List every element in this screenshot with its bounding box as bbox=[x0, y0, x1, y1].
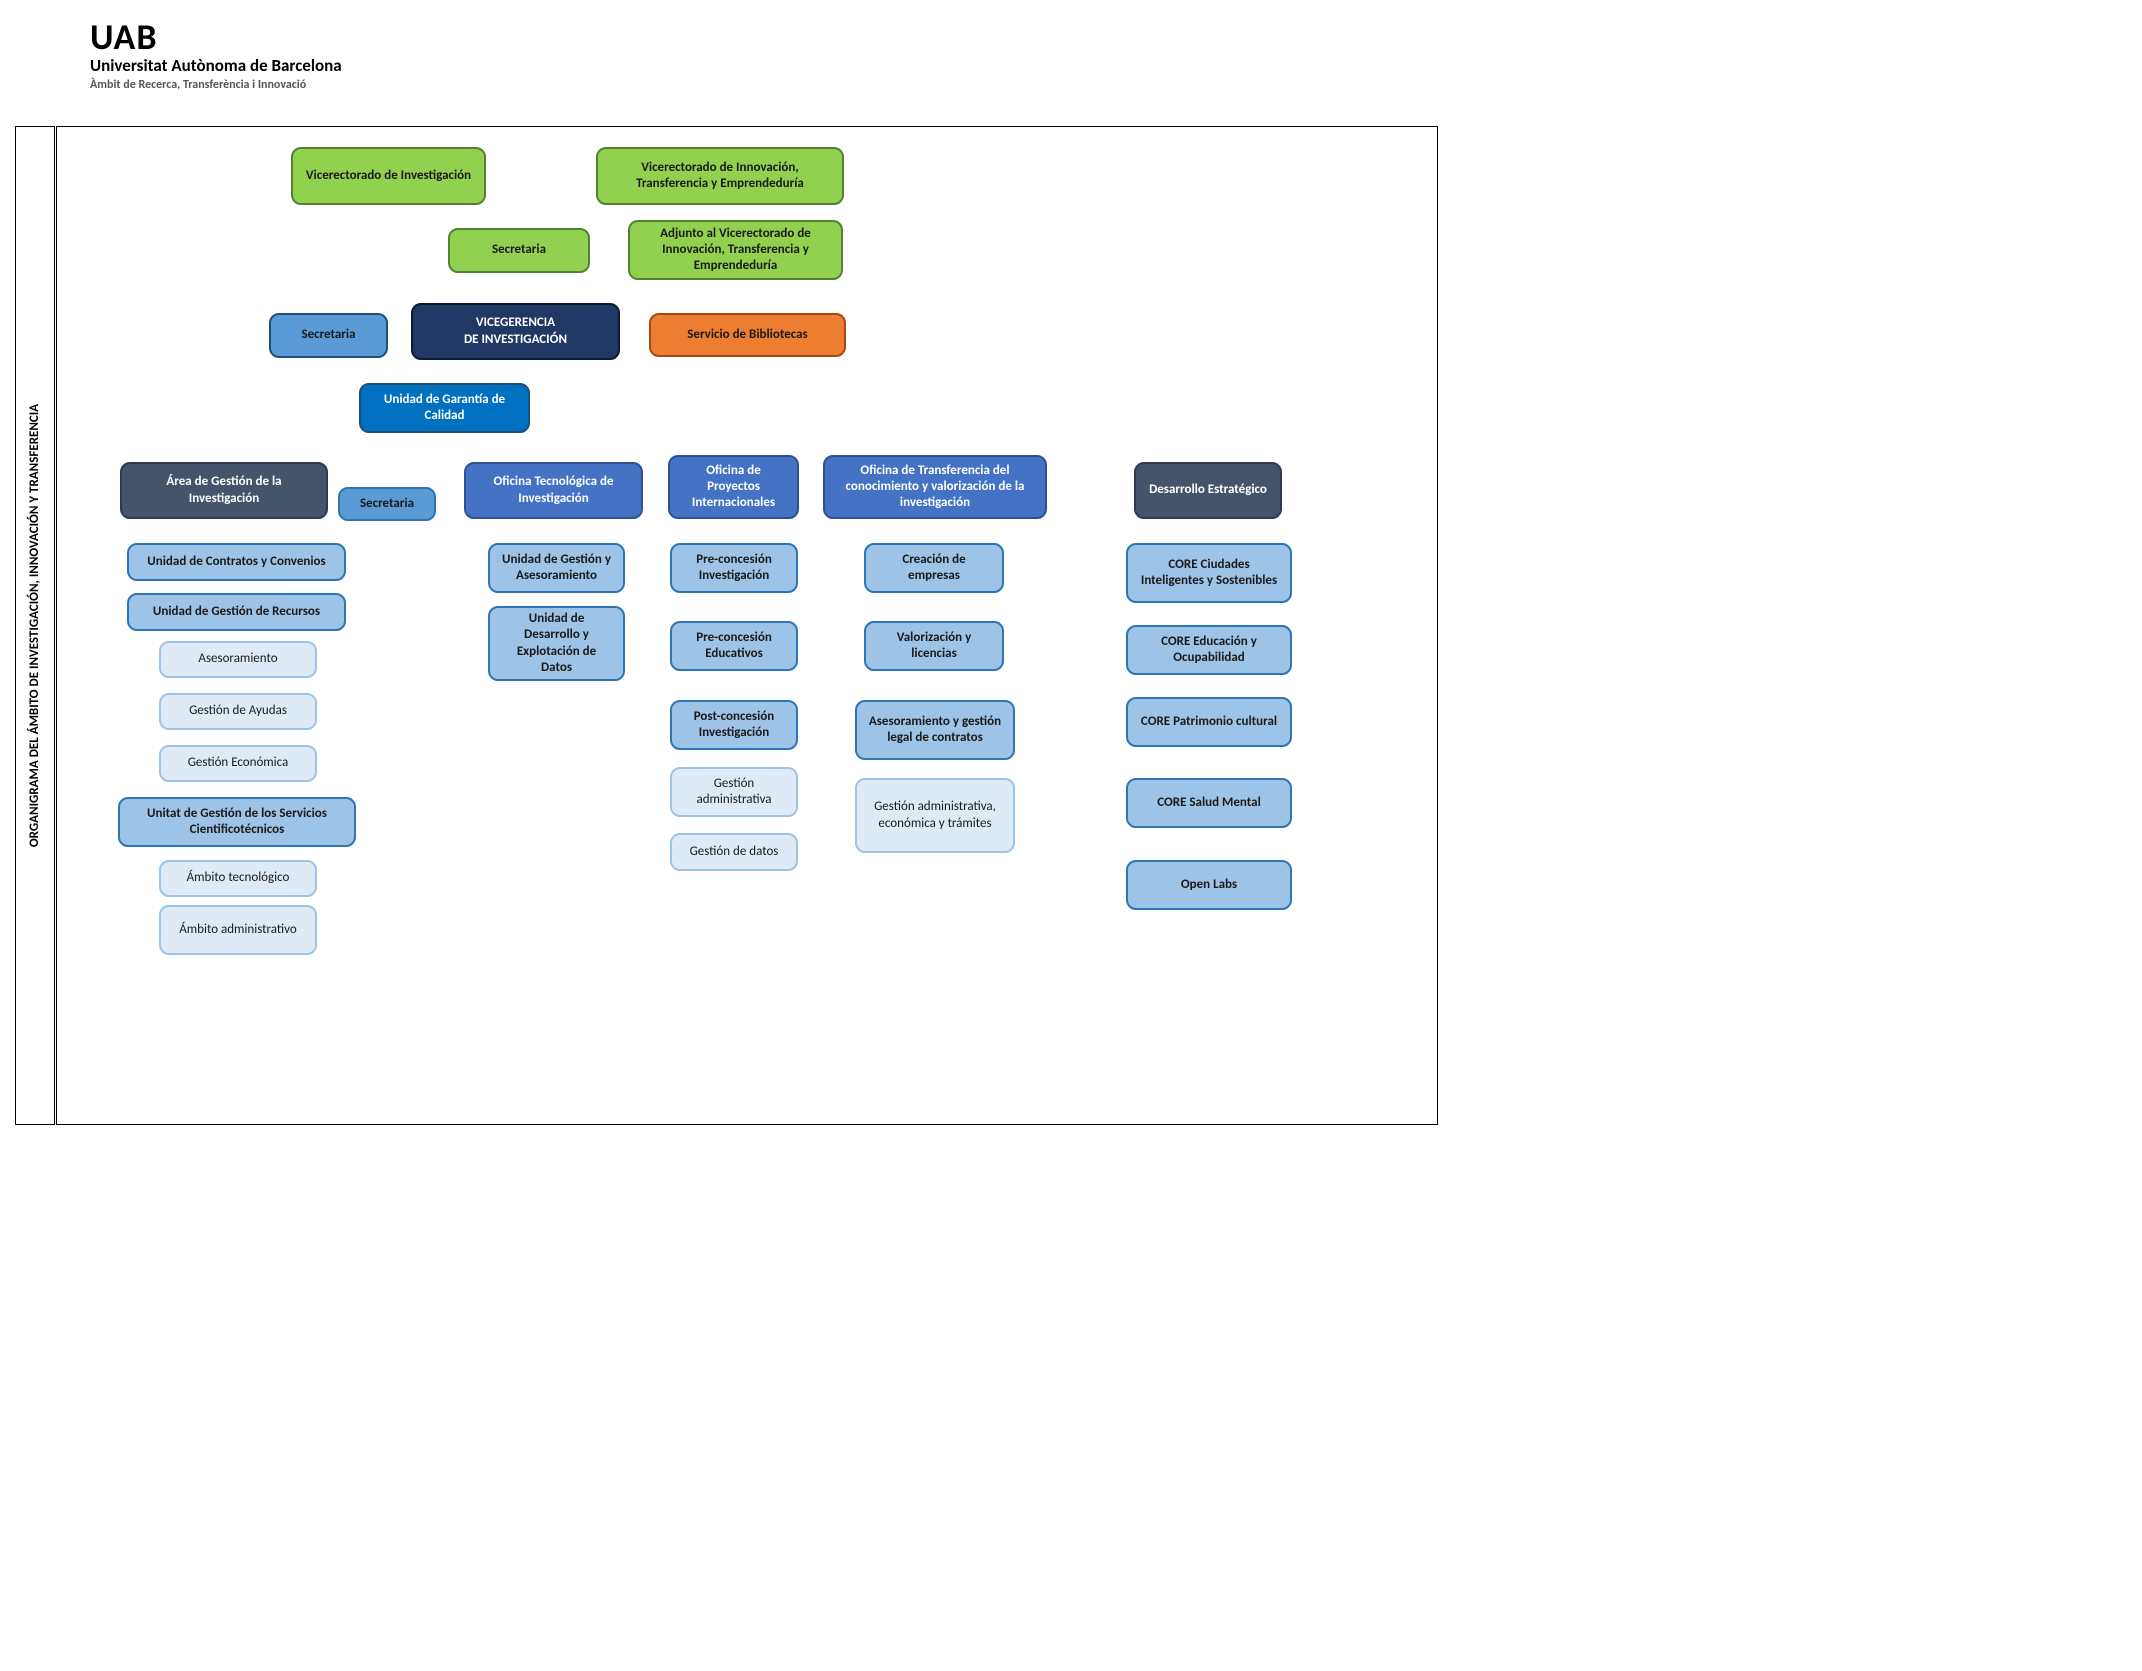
node-c5_3: CORE Patrimonio cultural bbox=[1126, 697, 1292, 747]
node-c5_4: CORE Salud Mental bbox=[1126, 778, 1292, 828]
node-n6: VICEGERENCIA DE INVESTIGACIÓN bbox=[411, 303, 620, 360]
node-c5_1: CORE Ciudades Inteligentes y Sostenibles bbox=[1126, 543, 1292, 603]
node-c4_3: Asesoramiento y gestión legal de contrat… bbox=[855, 700, 1015, 760]
node-c2_2: Unidad de Desarrollo y Explotación de Da… bbox=[488, 606, 625, 681]
node-c5_5: Open Labs bbox=[1126, 860, 1292, 910]
node-c3_5: Gestión de datos bbox=[670, 833, 798, 871]
vicegerencia-line2: DE INVESTIGACIÓN bbox=[464, 332, 567, 348]
node-c4_2: Valorización y licencias bbox=[864, 621, 1004, 671]
node-c1_6: Unitat de Gestión de los Servicios Cient… bbox=[118, 797, 356, 847]
node-h2: Oficina Tecnológica de Investigación bbox=[464, 462, 643, 519]
sidebar-title-box: ORGANIGRAMA DEL ÁMBITO DE INVESTIGACIÓN,… bbox=[15, 126, 55, 1125]
node-n1: Vicerectorado de Investigación bbox=[291, 147, 486, 205]
node-h4: Oficina de Transferencia del conocimient… bbox=[823, 455, 1047, 519]
node-n7: Servicio de Bibliotecas bbox=[649, 313, 846, 357]
node-h3: Oficina de Proyectos Internacionales bbox=[668, 455, 799, 519]
node-c1_4: Gestión de Ayudas bbox=[159, 693, 317, 730]
sidebar-title: ORGANIGRAMA DEL ÁMBITO DE INVESTIGACIÓN,… bbox=[28, 404, 43, 847]
node-c1_7: Ámbito tecnológico bbox=[159, 860, 317, 897]
node-n5: Secretaria bbox=[269, 313, 388, 358]
node-c4_1: Creación de empresas bbox=[864, 543, 1004, 593]
node-n2: Vicerectorado de Innovación, Transferenc… bbox=[596, 147, 844, 205]
node-n3: Secretaria bbox=[448, 228, 590, 273]
node-n8: Unidad de Garantía de Calidad bbox=[359, 383, 530, 433]
node-n4: Adjunto al Vicerectorado de Innovación, … bbox=[628, 220, 843, 280]
logo-subtitle: Universitat Autònoma de Barcelona bbox=[90, 55, 342, 76]
logo-text: UAB bbox=[90, 15, 342, 59]
node-c3_2: Pre-concesión Educativos bbox=[670, 621, 798, 671]
page-header: UAB Universitat Autònoma de Barcelona Àm… bbox=[90, 15, 342, 92]
node-c4_4: Gestión administrativa, económica y trám… bbox=[855, 778, 1015, 853]
node-c5_2: CORE Educación y Ocupabilidad bbox=[1126, 625, 1292, 675]
node-h1s: Secretaria bbox=[338, 487, 436, 521]
node-c3_3: Post-concesión Investigación bbox=[670, 700, 798, 750]
vicegerencia-line1: VICEGERENCIA bbox=[464, 315, 567, 331]
node-c1_8: Ámbito administrativo bbox=[159, 905, 317, 955]
node-h5: Desarrollo Estratégico bbox=[1134, 462, 1282, 519]
node-c1_3: Asesoramiento bbox=[159, 641, 317, 678]
node-c1_5: Gestión Económica bbox=[159, 745, 317, 782]
logo-subtitle2: Àmbit de Recerca, Transferència i Innova… bbox=[90, 78, 342, 92]
node-c3_1: Pre-concesión Investigación bbox=[670, 543, 798, 593]
node-c1_2: Unidad de Gestión de Recursos bbox=[127, 593, 346, 631]
node-h1: Área de Gestión de la Investigación bbox=[120, 462, 328, 519]
node-c1_1: Unidad de Contratos y Convenios bbox=[127, 543, 346, 581]
node-c3_4: Gestión administrativa bbox=[670, 767, 798, 817]
node-c2_1: Unidad de Gestión y Asesoramiento bbox=[488, 543, 625, 593]
